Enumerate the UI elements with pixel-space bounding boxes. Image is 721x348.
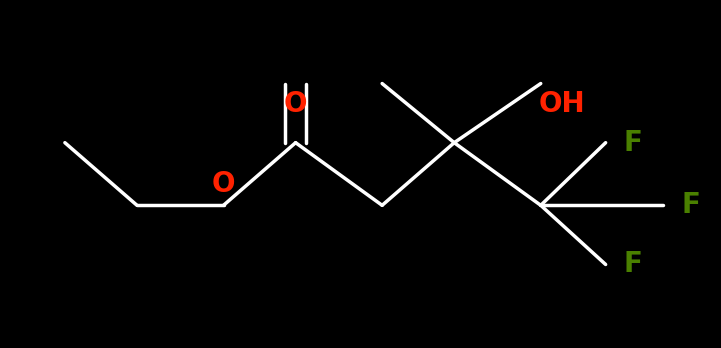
Text: O: O xyxy=(284,90,307,118)
Text: F: F xyxy=(624,129,642,157)
Text: O: O xyxy=(212,171,235,198)
Text: F: F xyxy=(681,191,700,219)
Text: F: F xyxy=(624,251,642,278)
Text: OH: OH xyxy=(539,90,585,118)
